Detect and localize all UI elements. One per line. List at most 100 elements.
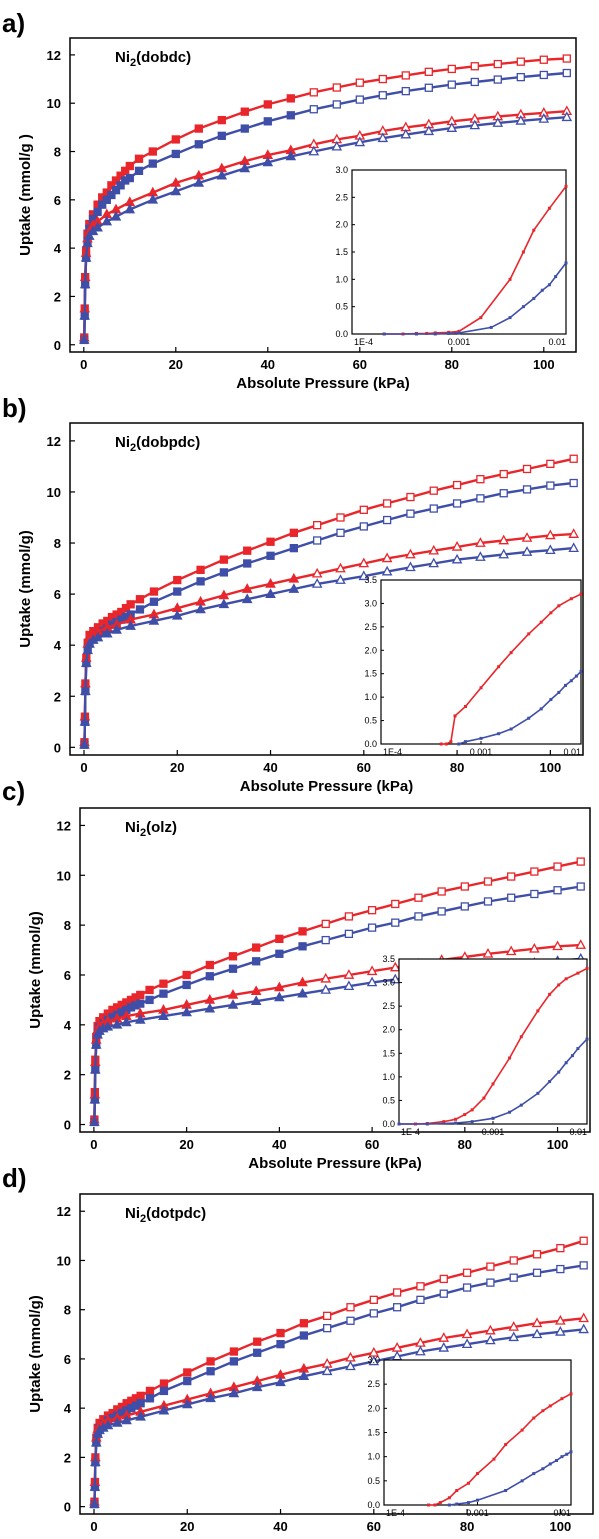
y-tick-label: 4: [64, 1401, 72, 1416]
data-point: [183, 1376, 192, 1386]
data-point: [173, 587, 182, 596]
data-point: [227, 989, 239, 999]
data-point: [110, 210, 122, 221]
data-point: [423, 125, 435, 136]
inset-data-point: [466, 1481, 470, 1485]
inset-data-point: [453, 714, 457, 718]
data-point: [405, 548, 416, 559]
data-point: [125, 161, 134, 171]
data-point: [92, 221, 103, 232]
chart-title-main: Ni: [115, 49, 130, 66]
data-point: [228, 952, 238, 961]
data-point: [358, 557, 370, 568]
data-point: [331, 140, 343, 151]
data-point: [424, 83, 433, 92]
data-point: [266, 537, 275, 546]
data-point: [80, 685, 91, 696]
inset-frame: [398, 958, 588, 1125]
data-point: [134, 166, 144, 175]
data-point: [136, 1399, 145, 1408]
inset-y-tick-label: 2.0: [382, 1025, 395, 1035]
inset-data-point: [569, 679, 573, 683]
inset-y-tick-label: 1.0: [367, 1452, 380, 1462]
data-point: [98, 200, 107, 209]
data-point: [313, 536, 322, 545]
data-point: [569, 454, 578, 463]
inset-data-point: [532, 1472, 536, 1476]
data-point: [183, 1368, 192, 1377]
data-point: [289, 528, 299, 537]
data-point: [79, 309, 91, 320]
inset-frame: [380, 579, 582, 745]
inset-y-tick-label: 0.0: [364, 739, 377, 749]
data-point: [111, 176, 121, 185]
data-point: [569, 478, 578, 488]
inset-data-point: [532, 228, 536, 232]
chart-title: Ni2(dotpdc): [125, 1205, 206, 1225]
inset-data-point: [504, 1489, 508, 1492]
x-tick-label: 0: [90, 1519, 97, 1534]
data-point: [346, 1303, 355, 1312]
inset-y-tick-label: 1.5: [364, 669, 377, 679]
chart-title-rest: (dotpdc): [146, 1205, 206, 1222]
inset-x-tick-label: 0.01: [569, 1127, 587, 1137]
plot-frame: [79, 1193, 594, 1515]
inset-data-point: [491, 1082, 495, 1086]
data-point: [493, 59, 502, 69]
inset-data-point: [520, 1479, 524, 1483]
inset-y-tick-label: 0.5: [367, 1476, 380, 1486]
data-point: [414, 912, 423, 921]
inset-y-tick-label: 1.0: [335, 274, 348, 284]
inset-chart: 0.0 0.5 1.0 1.5 2.0 2.5 3.0 3.5 1E-4 0.001 0.01: [382, 954, 589, 1137]
y-tick-label: 2: [54, 689, 61, 704]
data-point: [406, 492, 415, 502]
inset-data-point: [497, 665, 501, 669]
inset-data-point: [508, 1110, 512, 1114]
inset-chart: 0.0 0.5 1.0 1.5 2.0 2.5 3.0 3.5 1E-4 0.001 0.01: [364, 575, 583, 757]
data-point: [219, 568, 229, 577]
panel-letter: b): [2, 393, 27, 423]
data-point: [476, 494, 485, 503]
chart-panel-2: b) 0 2 4 6 8 10 12 0 20 40 60 80 100 Absolute Pressure…: [2, 393, 584, 795]
inset-data-point: [455, 1502, 459, 1506]
data-point: [159, 1379, 169, 1388]
data-point: [522, 464, 532, 474]
data-point: [401, 86, 410, 96]
data-point: [81, 657, 92, 667]
data-point: [509, 1256, 518, 1265]
data-point: [493, 75, 502, 84]
inset-data-point: [425, 1122, 429, 1126]
data-point: [562, 54, 571, 63]
x-tick-label: 80: [450, 760, 464, 775]
x-tick-label: 80: [445, 357, 459, 372]
inset-data-point: [470, 1108, 474, 1112]
data-point: [460, 902, 469, 911]
data-point: [509, 1273, 518, 1282]
data-point: [382, 515, 392, 525]
data-point: [576, 857, 585, 866]
data-point: [323, 1311, 332, 1320]
x-tick-label: 40: [261, 357, 275, 372]
data-point: [206, 1357, 215, 1366]
x-tick-label: 100: [547, 1137, 569, 1152]
data-point: [102, 627, 113, 638]
data-point: [145, 985, 154, 995]
data-point: [381, 552, 393, 563]
data-point: [112, 1417, 123, 1427]
chart-title-subscript: 2: [130, 442, 136, 454]
data-point: [355, 78, 364, 87]
data-point: [265, 578, 276, 588]
data-point: [93, 207, 102, 217]
data-point: [181, 1006, 192, 1017]
data-point: [462, 1268, 472, 1277]
data-point: [299, 1319, 309, 1328]
data-point: [368, 1355, 380, 1366]
data-point: [492, 117, 504, 127]
data-point: [483, 897, 493, 906]
data-point: [381, 565, 393, 576]
data-point: [447, 64, 456, 74]
data-point: [148, 159, 157, 168]
x-tick-label: 100: [533, 357, 555, 372]
inset-data-point: [569, 1450, 573, 1454]
